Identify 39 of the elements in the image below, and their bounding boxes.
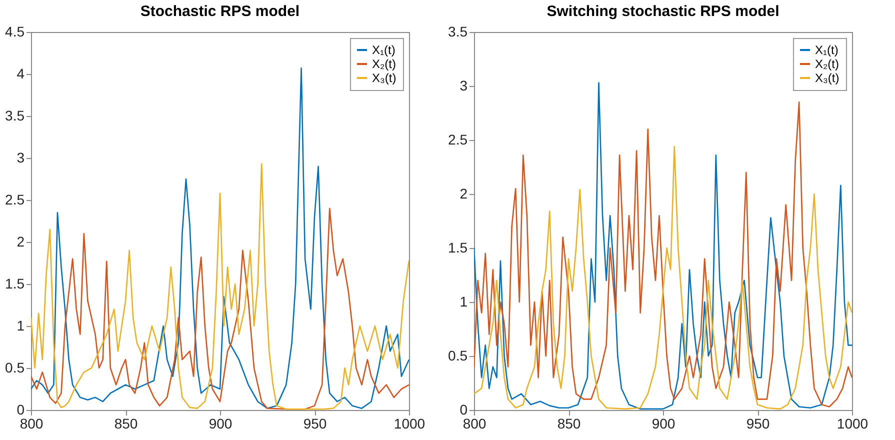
y-tick-label: 3: [16, 150, 25, 166]
y-tick-label: 2: [460, 186, 468, 202]
legend-label: X₁(t): [815, 43, 838, 57]
x-tick-label: 950: [746, 416, 770, 432]
x-tick-label: 850: [114, 416, 138, 432]
chart-title: Stochastic RPS model: [140, 3, 300, 20]
line-series: [31, 163, 409, 410]
x-tick-label: 1000: [836, 416, 868, 432]
legend-label: X₃(t): [815, 71, 840, 85]
legend-label: X₁(t): [372, 43, 396, 57]
line-series: [31, 208, 409, 410]
y-tick-label: 3: [460, 78, 468, 94]
y-tick-label: 0: [16, 402, 25, 418]
y-tick-label: 3.5: [5, 108, 25, 124]
legend-label: X₂(t): [815, 57, 839, 71]
legend-label: X₃(t): [372, 71, 396, 85]
y-tick-label: 3.5: [448, 24, 468, 40]
x-tick-label: 1000: [394, 416, 426, 432]
line-series: [474, 146, 852, 410]
x-tick-label: 800: [462, 416, 486, 432]
y-tick-label: 1: [16, 318, 25, 334]
legend-label: X₂(t): [372, 57, 396, 71]
y-tick-label: 1: [460, 294, 468, 310]
y-tick-label: 4: [16, 66, 25, 82]
x-tick-label: 800: [20, 416, 44, 432]
y-tick-label: 0.5: [5, 360, 25, 376]
y-tick-label: 1.5: [5, 276, 25, 292]
y-tick-label: 2: [16, 234, 25, 250]
x-tick-label: 900: [652, 416, 676, 432]
y-tick-label: 2.5: [5, 192, 25, 208]
y-tick-label: 4.5: [5, 24, 25, 40]
x-tick-label: 950: [303, 416, 327, 432]
y-tick-label: 0: [460, 402, 468, 418]
x-tick-label: 850: [557, 416, 581, 432]
y-tick-label: 1.5: [448, 240, 468, 256]
y-tick-label: 0.5: [448, 348, 468, 364]
y-tick-label: 2.5: [448, 132, 468, 148]
chart-title: Switching stochastic RPS model: [546, 3, 780, 20]
x-tick-label: 900: [208, 416, 232, 432]
